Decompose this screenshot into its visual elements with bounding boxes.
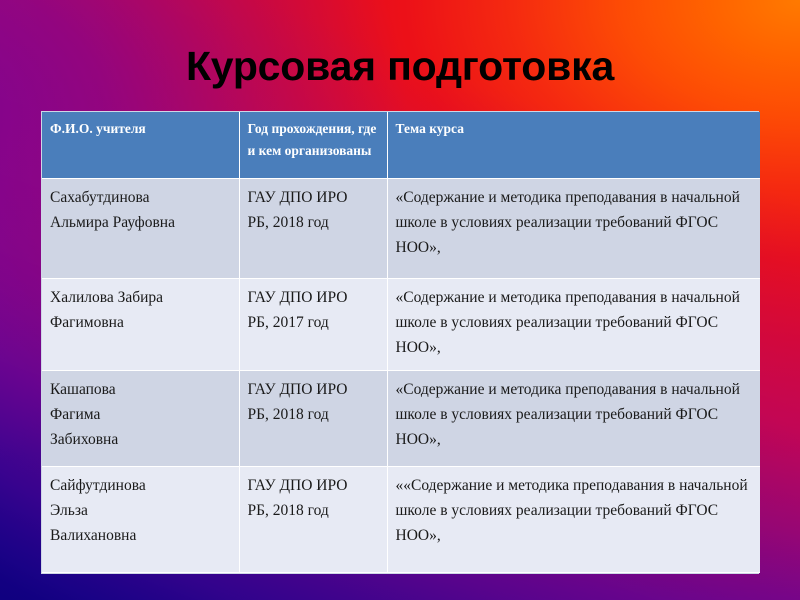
cell-course-theme: «Содержание и методика преподавания в на… <box>387 278 760 371</box>
cell-course-theme: «Содержание и методика преподавания в на… <box>387 178 760 279</box>
cell-teacher-name: Халилова Забира Фагимовна <box>42 278 240 371</box>
table-header: Ф.И.О. учителя Год прохождения, где и ке… <box>42 112 760 179</box>
table-row: Халилова Забира Фагимовна ГАУ ДПО ИРО РБ… <box>42 278 760 371</box>
cell-year-organizer: ГАУ ДПО ИРО РБ, 2017 год <box>239 278 388 371</box>
course-training-table: Ф.И.О. учителя Год прохождения, где и ке… <box>41 111 760 574</box>
column-header-course-theme: Тема курса <box>387 112 760 179</box>
cell-teacher-name: Кашапова Фагима Забиховна <box>42 370 240 467</box>
cell-year-organizer: ГАУ ДПО ИРО РБ, 2018 год <box>239 466 388 573</box>
cell-teacher-name: Сахабутдинова Альмира Рауфовна <box>42 178 240 279</box>
cell-teacher-name: Сайфутдинова Эльза Валихановна <box>42 466 240 573</box>
column-header-teacher-name: Ф.И.О. учителя <box>42 112 240 179</box>
cell-course-theme: ««Содержание и методика преподавания в н… <box>387 466 760 573</box>
page-title: Курсовая подготовка <box>185 43 615 89</box>
table-body: Сахабутдинова Альмира Рауфовна ГАУ ДПО И… <box>42 178 760 573</box>
cell-year-organizer: ГАУ ДПО ИРО РБ, 2018 год <box>239 178 388 279</box>
cell-year-organizer: ГАУ ДПО ИРО РБ, 2018 год <box>239 370 388 467</box>
table: Ф.И.О. учителя Год прохождения, где и ке… <box>42 112 760 573</box>
table-row: Сахабутдинова Альмира Рауфовна ГАУ ДПО И… <box>42 178 760 279</box>
table-row: Кашапова Фагима Забиховна ГАУ ДПО ИРО РБ… <box>42 370 760 467</box>
column-header-year-organizer: Год прохождения, где и кем организованы <box>239 112 388 179</box>
table-row: Сайфутдинова Эльза Валихановна ГАУ ДПО И… <box>42 466 760 573</box>
table-header-row: Ф.И.О. учителя Год прохождения, где и ке… <box>42 112 760 179</box>
cell-course-theme: «Содержание и методика преподавания в на… <box>387 370 760 467</box>
